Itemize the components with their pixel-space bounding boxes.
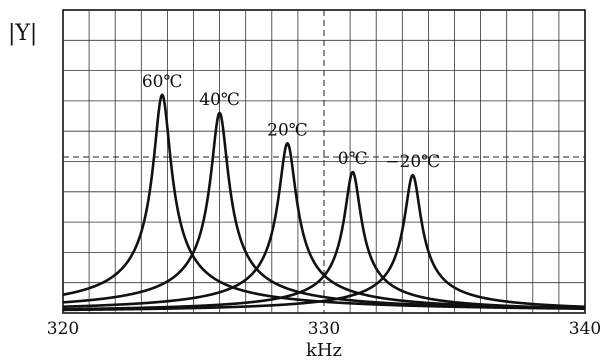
x-tick-label: 320: [47, 319, 79, 339]
series-label: 0℃: [338, 149, 368, 169]
y-axis-label: |Y|: [8, 21, 37, 46]
x-axis-label: kHz: [306, 340, 342, 360]
labels: 60℃ 40℃ 20℃ 0℃ −20℃ |Y| 320 330 340 kHz: [8, 21, 600, 360]
x-tick-label: 330: [308, 319, 340, 339]
series-line: [62, 170, 586, 311]
series-line: [62, 173, 586, 312]
series-label: 60℃: [142, 72, 183, 92]
series-label: 20℃: [267, 120, 308, 140]
series-label: 40℃: [199, 90, 240, 110]
grid: [62, 9, 586, 314]
x-tick-label: 340: [569, 319, 600, 339]
curves: [62, 93, 586, 312]
series-label: −20℃: [385, 152, 440, 172]
